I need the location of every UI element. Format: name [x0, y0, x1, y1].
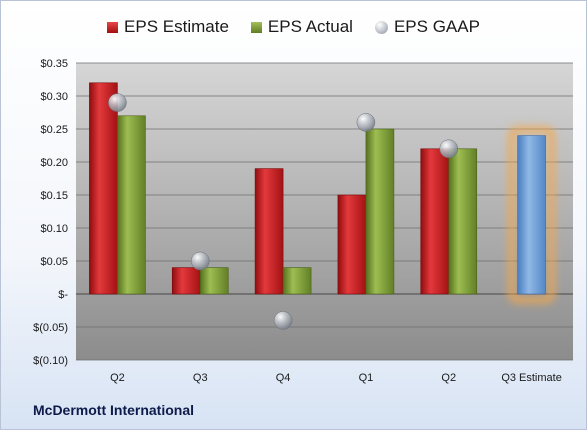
y-tick-label: $0.20 — [40, 157, 68, 169]
legend-swatch-estimate — [107, 21, 119, 33]
plot-area — [76, 63, 573, 360]
y-tick-label: $0.35 — [40, 58, 68, 70]
legend-swatch-gaap — [374, 20, 388, 34]
x-tick-label: Q1 — [359, 372, 374, 384]
bar-eps-estimate — [171, 267, 201, 295]
bar-eps-estimate — [254, 168, 284, 295]
bar-eps-estimate — [337, 194, 367, 295]
x-tick-label: Q2 — [441, 372, 456, 384]
legend-label-estimate: EPS Estimate — [124, 17, 229, 36]
legend-item-actual: EPS Actual — [250, 17, 353, 37]
legend-item-gaap: EPS GAAP — [374, 17, 480, 37]
y-tick-label: $(0.05) — [33, 322, 68, 334]
x-tick-label: Q2 — [110, 372, 125, 384]
legend-swatch-actual — [250, 21, 262, 33]
highlight-glow — [508, 126, 556, 304]
y-tick-label: $0.25 — [40, 124, 68, 136]
y-tick-label: $0.30 — [40, 91, 68, 103]
bar-eps-actual — [117, 115, 146, 295]
bar-eps-estimate — [89, 82, 118, 295]
y-tick-label: $- — [58, 289, 68, 301]
x-tick-label: Q4 — [276, 372, 291, 384]
dot-eps-gaap — [273, 311, 293, 330]
dot-eps-gaap — [356, 113, 376, 132]
x-tick-label: Q3 — [193, 372, 208, 384]
dot-eps-gaap — [439, 139, 458, 159]
bar-eps-actual — [448, 148, 478, 295]
x-tick-label: Q3 Estimate — [501, 372, 562, 384]
bar-eps-actual — [365, 128, 395, 295]
dot-eps-gaap — [191, 251, 210, 271]
bar-estimate-forecast — [517, 135, 546, 295]
legend: EPS Estimate EPS Actual EPS GAAP — [1, 17, 586, 37]
bar-eps-actual — [282, 267, 312, 295]
company-name: McDermott International — [33, 402, 195, 418]
legend-item-estimate: EPS Estimate — [107, 17, 229, 37]
bar-eps-actual — [199, 267, 229, 295]
legend-label-gaap: EPS GAAP — [393, 17, 480, 36]
bar-eps-estimate — [420, 148, 450, 295]
y-tick-label: $0.05 — [40, 256, 68, 268]
y-tick-label: $(0.10) — [33, 355, 68, 367]
dot-eps-gaap — [108, 93, 127, 112]
y-tick-label: $0.10 — [40, 223, 68, 235]
legend-label-actual: EPS Actual — [267, 17, 353, 36]
y-tick-label: $0.15 — [40, 190, 68, 202]
